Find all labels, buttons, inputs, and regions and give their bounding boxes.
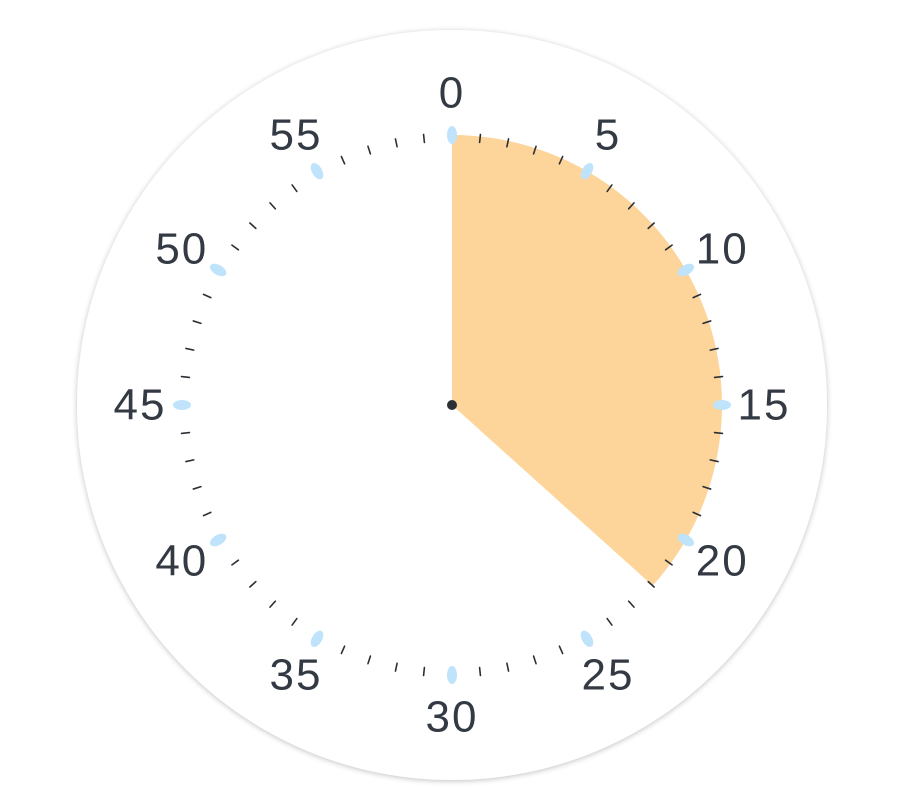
dial-label-10: 10 bbox=[696, 225, 749, 274]
major-marker bbox=[677, 263, 695, 277]
dial-label-55: 55 bbox=[270, 110, 323, 159]
minor-tick bbox=[606, 617, 613, 626]
major-tick-markers bbox=[173, 126, 731, 684]
dial-label-0: 0 bbox=[439, 69, 465, 118]
minor-tick bbox=[394, 662, 398, 672]
center-pin bbox=[447, 400, 457, 410]
minor-tick bbox=[627, 600, 635, 608]
minor-tick bbox=[192, 320, 202, 325]
major-marker bbox=[310, 162, 324, 180]
minor-tick bbox=[269, 600, 277, 608]
minor-tick bbox=[558, 155, 564, 165]
minor-tick bbox=[506, 662, 510, 672]
minor-tick bbox=[532, 655, 537, 665]
major-marker bbox=[447, 666, 457, 684]
dial-label-50: 50 bbox=[155, 225, 208, 274]
minor-tick bbox=[532, 145, 537, 155]
dial-label-5: 5 bbox=[595, 110, 621, 159]
dial-label-45: 45 bbox=[114, 381, 167, 430]
minor-tick bbox=[692, 293, 702, 299]
minor-tick bbox=[291, 184, 298, 193]
minor-tick bbox=[709, 459, 719, 463]
major-marker bbox=[677, 533, 695, 547]
minor-tick bbox=[713, 431, 724, 435]
elapsed-time-sector bbox=[452, 135, 722, 586]
major-marker bbox=[447, 126, 457, 144]
major-marker bbox=[209, 263, 227, 277]
dial-label-35: 35 bbox=[270, 651, 323, 700]
dial-label-25: 25 bbox=[582, 651, 635, 700]
major-marker bbox=[209, 533, 227, 547]
minor-tick bbox=[249, 222, 257, 230]
minor-tick bbox=[202, 511, 212, 517]
minor-tick bbox=[340, 645, 346, 655]
minor-tick bbox=[558, 645, 564, 655]
minor-tick bbox=[627, 202, 635, 210]
minor-tick bbox=[180, 375, 191, 379]
minor-tick bbox=[291, 617, 298, 626]
dial-label-15: 15 bbox=[738, 381, 791, 430]
minor-tick bbox=[185, 347, 195, 351]
minor-tick bbox=[340, 155, 346, 165]
minor-tick bbox=[367, 655, 372, 665]
major-marker bbox=[580, 630, 594, 648]
dial-label-20: 20 bbox=[696, 537, 749, 586]
minor-tick bbox=[606, 184, 613, 193]
minor-tick bbox=[478, 666, 482, 677]
minor-tick bbox=[647, 222, 655, 230]
minor-tick bbox=[664, 559, 673, 566]
minor-tick bbox=[367, 145, 372, 155]
dial-labels: 0 5 10 15 20 25 30 35 40 45 50 55 bbox=[114, 69, 791, 742]
major-marker bbox=[173, 400, 191, 410]
minor-tick bbox=[422, 133, 426, 144]
minor-tick bbox=[192, 485, 202, 490]
major-marker bbox=[310, 630, 324, 648]
minor-tick-marks bbox=[180, 133, 724, 677]
minor-tick bbox=[692, 511, 702, 517]
minor-tick bbox=[647, 580, 655, 588]
dial-label-30: 30 bbox=[426, 693, 479, 742]
minor-tick bbox=[202, 293, 212, 299]
minor-tick bbox=[478, 133, 482, 144]
minor-tick bbox=[185, 459, 195, 463]
minor-tick bbox=[394, 138, 398, 148]
major-marker bbox=[713, 400, 731, 410]
minor-tick bbox=[231, 244, 240, 251]
minor-tick bbox=[702, 485, 712, 490]
minor-tick bbox=[249, 580, 257, 588]
minor-tick bbox=[231, 559, 240, 566]
major-marker bbox=[580, 162, 594, 180]
minor-tick bbox=[664, 244, 673, 251]
minor-tick bbox=[709, 347, 719, 351]
minor-tick bbox=[180, 431, 191, 435]
minor-tick bbox=[422, 666, 426, 677]
minor-tick bbox=[702, 320, 712, 325]
minor-tick bbox=[269, 202, 277, 210]
minor-tick bbox=[506, 138, 510, 148]
dial-label-40: 40 bbox=[155, 537, 208, 586]
minor-tick bbox=[713, 375, 724, 379]
